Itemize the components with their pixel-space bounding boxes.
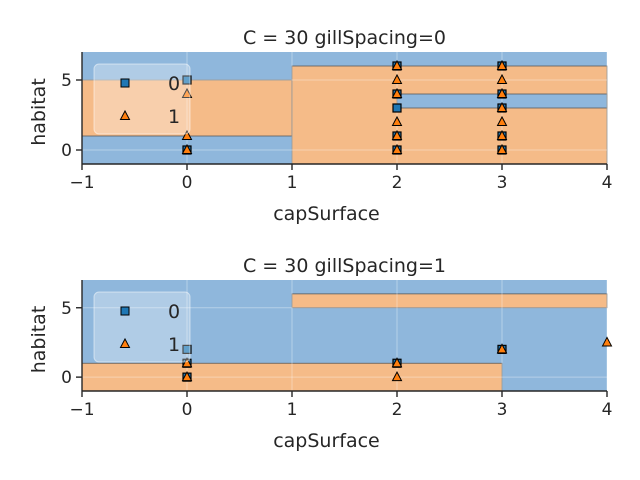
legend-label: 0 bbox=[168, 73, 180, 95]
point-class-1 bbox=[181, 87, 193, 98]
point-class-1 bbox=[601, 336, 613, 347]
legend-marker-square bbox=[120, 306, 130, 316]
x-tick-label: 3 bbox=[497, 400, 508, 420]
y-axis-label: habitat bbox=[28, 306, 50, 374]
point-class-0 bbox=[182, 344, 192, 354]
point-class-1 bbox=[391, 143, 403, 154]
legend-label: 1 bbox=[168, 106, 180, 128]
point-class-0 bbox=[182, 75, 192, 85]
point-class-1 bbox=[496, 101, 508, 112]
legend: 01 bbox=[93, 63, 191, 135]
y-tick-label: 5 bbox=[61, 71, 72, 91]
point-class-1 bbox=[181, 143, 193, 154]
legend-box bbox=[93, 63, 191, 135]
decision-region-class-1 bbox=[291, 293, 608, 309]
x-tick-label: −1 bbox=[69, 400, 94, 420]
point-class-1 bbox=[496, 343, 508, 354]
point-class-1 bbox=[496, 129, 508, 140]
point-class-1 bbox=[496, 87, 508, 98]
x-tick-label: 1 bbox=[287, 173, 298, 193]
decision-region-class-1 bbox=[81, 362, 503, 392]
chart-title: C = 30 gillSpacing=0 bbox=[243, 27, 446, 49]
x-tick-label: 4 bbox=[602, 400, 613, 420]
point-class-1 bbox=[496, 143, 508, 154]
point-class-1 bbox=[496, 115, 508, 126]
point-class-1 bbox=[391, 73, 403, 84]
chart-title: C = 30 gillSpacing=1 bbox=[243, 255, 446, 277]
plot-area: 01 bbox=[81, 52, 608, 165]
y-tick-label: 0 bbox=[61, 368, 72, 388]
point-class-1 bbox=[496, 59, 508, 70]
x-tick-label: 2 bbox=[392, 400, 403, 420]
y-tick-label: 0 bbox=[61, 141, 72, 161]
plot-area: 01 bbox=[81, 280, 613, 392]
x-tick-label: 3 bbox=[497, 173, 508, 193]
legend: 01 bbox=[93, 291, 191, 363]
x-axis-label: capSurface bbox=[273, 430, 380, 452]
point-class-1 bbox=[391, 357, 403, 368]
point-class-1 bbox=[181, 129, 193, 140]
y-tick-label: 5 bbox=[61, 299, 72, 319]
point-class-1 bbox=[391, 59, 403, 70]
point-class-1 bbox=[391, 87, 403, 98]
point-class-1 bbox=[496, 73, 508, 84]
subplot-gillspacing-0: 01 C = 30 gillSpacing=0 capSurface habit… bbox=[28, 27, 612, 225]
point-class-1 bbox=[391, 129, 403, 140]
x-tick-label: 1 bbox=[287, 400, 298, 420]
legend-marker-square bbox=[120, 78, 130, 88]
legend-label: 0 bbox=[168, 301, 180, 323]
x-tick-label: 2 bbox=[392, 173, 403, 193]
point-class-1 bbox=[391, 371, 403, 382]
legend-marker-triangle bbox=[119, 109, 131, 120]
x-tick-label: 0 bbox=[182, 400, 193, 420]
legend-marker-triangle bbox=[119, 337, 131, 348]
x-tick-label: 4 bbox=[602, 173, 613, 193]
legend-label: 1 bbox=[168, 334, 180, 356]
subplot-gillspacing-1: 01 C = 30 gillSpacing=1 capSurface habit… bbox=[28, 255, 612, 452]
x-tick-label: −1 bbox=[69, 173, 94, 193]
legend-box bbox=[93, 291, 191, 363]
point-class-1 bbox=[181, 371, 193, 382]
decision-region-class-1 bbox=[291, 65, 608, 165]
x-axis-label: capSurface bbox=[273, 203, 380, 225]
point-class-0 bbox=[392, 103, 402, 113]
x-tick-label: 0 bbox=[182, 173, 193, 193]
point-class-1 bbox=[391, 115, 403, 126]
y-axis-label: habitat bbox=[28, 78, 50, 146]
